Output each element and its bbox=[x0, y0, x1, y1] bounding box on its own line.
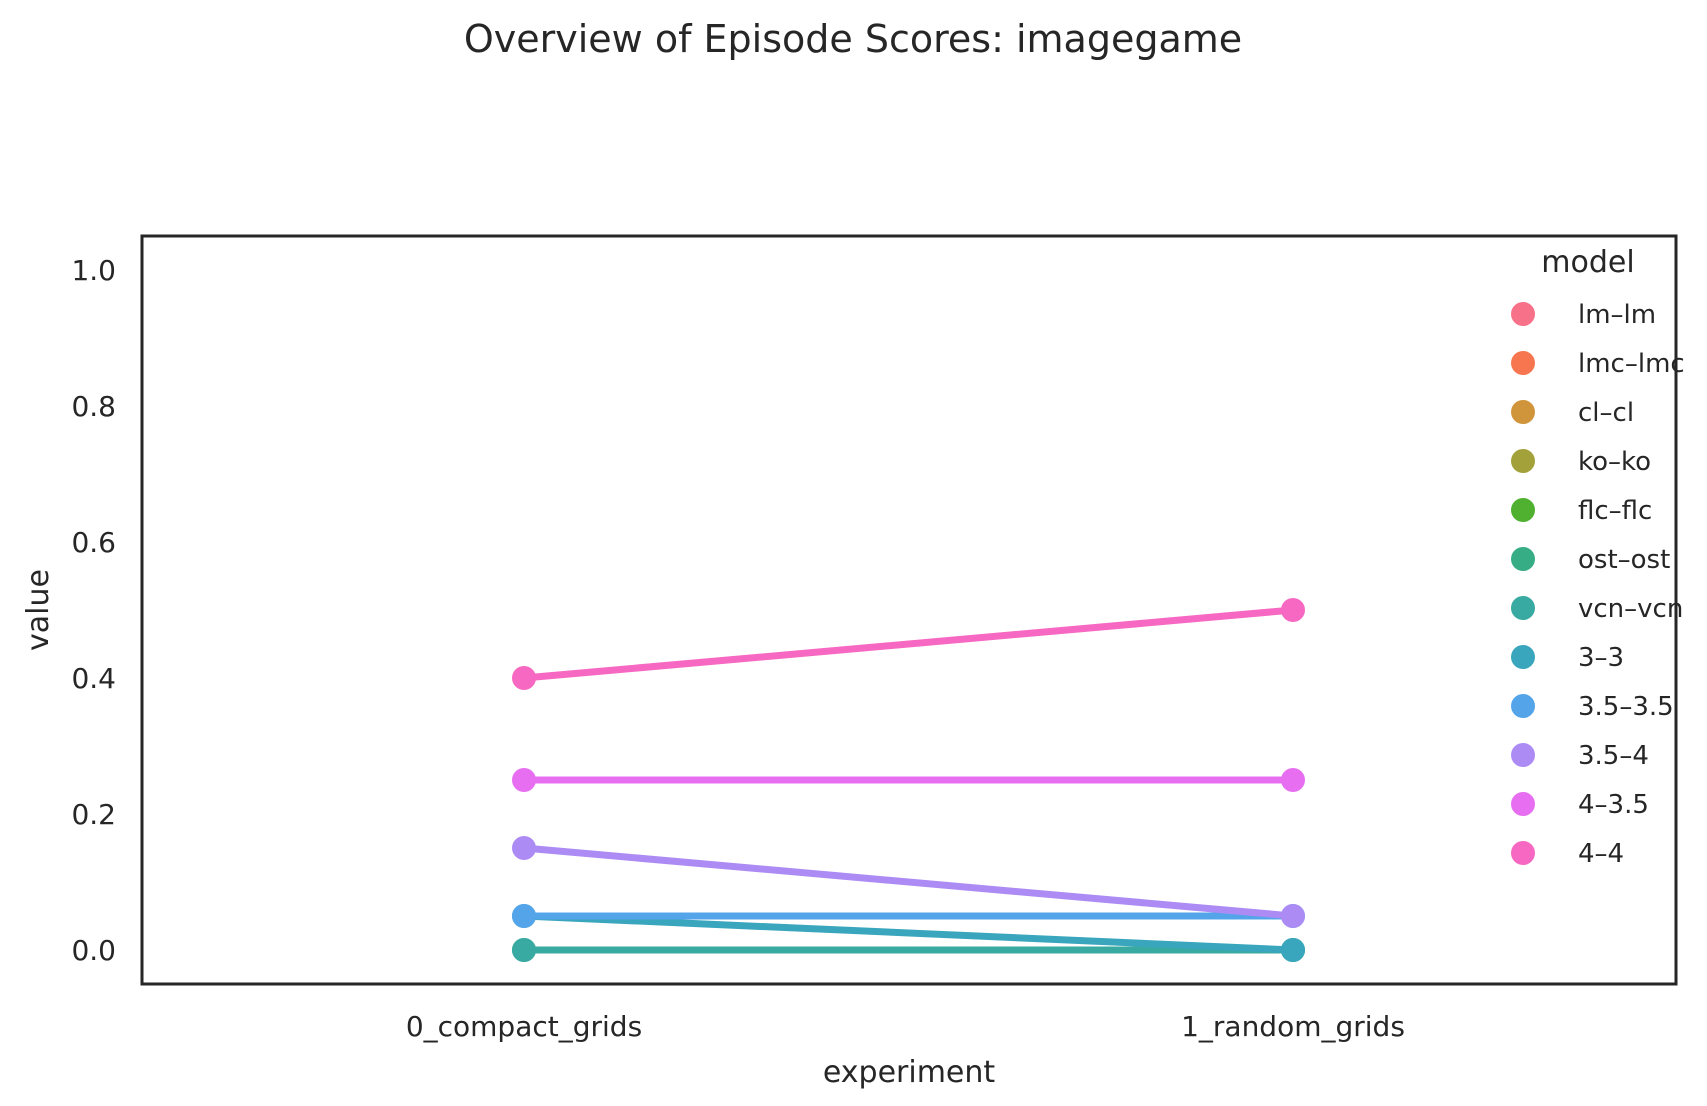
data-point bbox=[512, 666, 536, 690]
plot-area: 0.0 0.2 0.4 0.6 0.8 1.0 0_compact_grids 1_rand… bbox=[71, 234, 1678, 1043]
legend-item: vcn–vcn bbox=[1511, 594, 1683, 624]
legend-marker bbox=[1511, 547, 1535, 571]
y-tick-label: 0.2 bbox=[71, 798, 116, 831]
y-axis: 0.0 0.2 0.4 0.6 0.8 1.0 bbox=[71, 254, 116, 967]
data-point bbox=[512, 768, 536, 792]
x-tick-label: 1_random_grids bbox=[1181, 1010, 1405, 1043]
legend-item: 3–3 bbox=[1511, 643, 1624, 673]
legend-marker bbox=[1511, 645, 1535, 669]
legend-label: 3.5–3.5 bbox=[1578, 692, 1674, 722]
legend-item: 4–3.5 bbox=[1511, 790, 1649, 820]
y-tick-label: 0.4 bbox=[71, 662, 116, 695]
series-vcn–vcn bbox=[512, 938, 1305, 962]
legend-marker bbox=[1511, 841, 1535, 865]
legend-marker bbox=[1511, 792, 1535, 816]
data-point bbox=[1281, 904, 1305, 928]
series-3.5–4 bbox=[512, 836, 1305, 928]
series-line bbox=[520, 912, 1297, 954]
legend-marker bbox=[1511, 449, 1535, 473]
data-point bbox=[512, 904, 536, 928]
legend-marker bbox=[1511, 302, 1535, 326]
legend-item: 3.5–3.5 bbox=[1511, 692, 1674, 722]
legend-label: cl–cl bbox=[1578, 398, 1634, 428]
series-group bbox=[512, 598, 1305, 962]
legend-marker bbox=[1511, 498, 1535, 522]
legend-marker bbox=[1511, 351, 1535, 375]
y-tick-label: 0.8 bbox=[71, 390, 116, 423]
legend-marker bbox=[1511, 743, 1535, 767]
data-point bbox=[512, 836, 536, 860]
series-4–4 bbox=[512, 598, 1305, 690]
legend-label: 3–3 bbox=[1578, 643, 1624, 673]
x-tick-label: 0_compact_grids bbox=[406, 1010, 642, 1043]
legend-item: lmc–lmc bbox=[1511, 349, 1685, 379]
y-axis-title: value bbox=[21, 569, 56, 651]
legend-title: model bbox=[1541, 245, 1634, 280]
legend-label: 4–4 bbox=[1578, 839, 1624, 869]
legend-label: vcn–vcn bbox=[1578, 594, 1683, 624]
data-point bbox=[1281, 598, 1305, 622]
legend-label: 4–3.5 bbox=[1578, 790, 1649, 820]
legend-item: ost–ost bbox=[1511, 545, 1670, 575]
legend-item: cl–cl bbox=[1511, 398, 1634, 428]
legend-label: flc–flc bbox=[1578, 496, 1652, 526]
x-axis-title: experiment bbox=[823, 1055, 996, 1090]
data-point bbox=[1281, 938, 1305, 962]
series-line bbox=[520, 606, 1297, 682]
legend-label: 3.5–4 bbox=[1578, 741, 1649, 771]
y-tick-label: 0.6 bbox=[71, 526, 116, 559]
legend-marker bbox=[1511, 400, 1535, 424]
legend-marker bbox=[1511, 694, 1535, 718]
y-tick-label: 0.0 bbox=[71, 934, 116, 967]
legend-items: lm–lm lmc–lmc cl–cl ko–ko flc–flc ost–ost vcn–… bbox=[1511, 300, 1685, 869]
chart-title: Overview of Episode Scores: imagegame bbox=[464, 17, 1242, 61]
legend: model lm–lm lmc–lmc cl–cl ko–ko flc–flc ost–o… bbox=[1511, 245, 1685, 869]
legend-item: lm–lm bbox=[1511, 300, 1656, 330]
plot-frame bbox=[140, 234, 1678, 986]
legend-item: ko–ko bbox=[1511, 447, 1651, 477]
legend-label: lmc–lmc bbox=[1578, 349, 1685, 379]
legend-item: 3.5–4 bbox=[1511, 741, 1649, 771]
data-point bbox=[512, 938, 536, 962]
legend-item: flc–flc bbox=[1511, 496, 1652, 526]
series-4–3.5 bbox=[512, 768, 1305, 792]
legend-label: lm–lm bbox=[1578, 300, 1656, 330]
y-tick-label: 1.0 bbox=[71, 254, 116, 287]
data-point bbox=[1281, 768, 1305, 792]
legend-label: ko–ko bbox=[1578, 447, 1651, 477]
legend-item: 4–4 bbox=[1511, 839, 1624, 869]
x-axis: 0_compact_grids 1_random_grids bbox=[406, 1010, 1405, 1043]
legend-label: ost–ost bbox=[1578, 545, 1670, 575]
legend-marker bbox=[1511, 596, 1535, 620]
series-line bbox=[520, 844, 1297, 920]
